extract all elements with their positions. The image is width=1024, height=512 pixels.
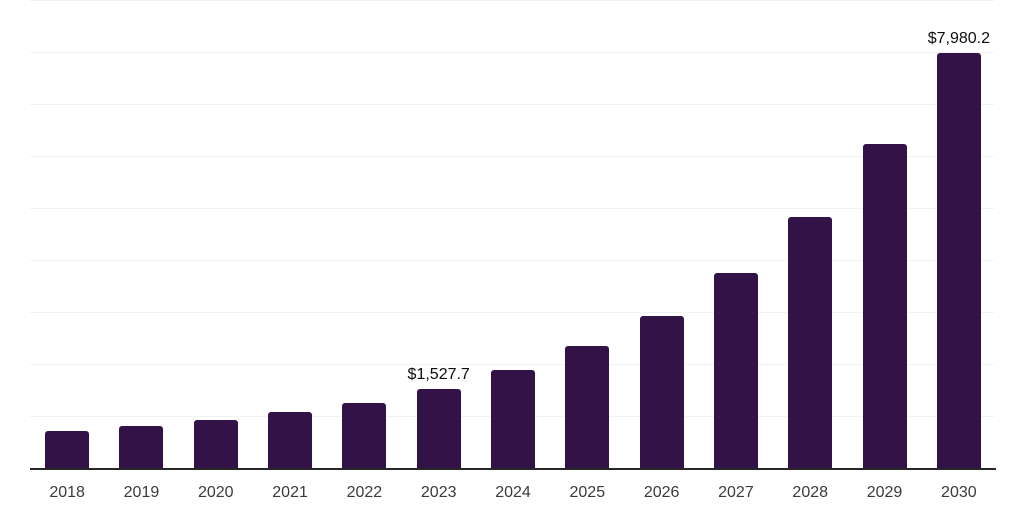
bar-2023 — [416, 388, 461, 468]
gridline-7000 — [30, 104, 994, 105]
bar-2028 — [788, 216, 833, 468]
gridline-5000 — [30, 208, 994, 209]
x-tick-label-2026: 2026 — [643, 484, 680, 501]
x-tick-label-2018: 2018 — [49, 484, 85, 501]
bar-2019 — [119, 425, 164, 468]
gridline-3000 — [30, 312, 994, 313]
bar-2027 — [713, 273, 758, 468]
bar-2026 — [639, 316, 684, 468]
bar-2020 — [193, 419, 238, 468]
x-tick-label-2024: 2024 — [495, 484, 531, 501]
gridline-4000 — [30, 260, 994, 261]
x-tick-label-2028: 2028 — [792, 484, 829, 501]
bar-2025 — [565, 346, 610, 468]
x-tick-label-2021: 2021 — [272, 484, 308, 501]
bar-2018 — [45, 431, 90, 468]
x-tick-label-2027: 2027 — [718, 484, 754, 501]
x-tick-label-2020: 2020 — [197, 484, 234, 501]
bar-value-label-2030: $7,980.2 — [927, 30, 990, 48]
plot-area: $1,527.7 $7,980.2 — [30, 0, 996, 470]
gridline-8000 — [30, 52, 994, 53]
bar-2024 — [491, 370, 535, 468]
x-tick-label-2023: 2023 — [420, 484, 457, 501]
x-tick-label-2029: 2029 — [866, 484, 903, 501]
bar-2021 — [268, 411, 313, 468]
gridline-6000 — [30, 156, 994, 157]
gridline-2000 — [30, 364, 994, 365]
bar-2022 — [342, 403, 387, 468]
bar-value-label-2023: $1,527.7 — [407, 365, 470, 383]
x-axis-tick-labels: 2018 2019 2020 2021 2022 2023 2024 2025 2026 2027… — [30, 483, 996, 505]
bar-2030 — [936, 53, 981, 468]
gridline-9000 — [30, 0, 994, 1]
x-tick-label-2022: 2022 — [346, 484, 383, 501]
x-tick-label-2019: 2019 — [123, 484, 160, 501]
x-tick-label-2025: 2025 — [569, 484, 606, 501]
x-tick-label-2030: 2030 — [941, 484, 977, 501]
bar-2029 — [862, 144, 907, 468]
x-axis-line — [30, 468, 996, 470]
